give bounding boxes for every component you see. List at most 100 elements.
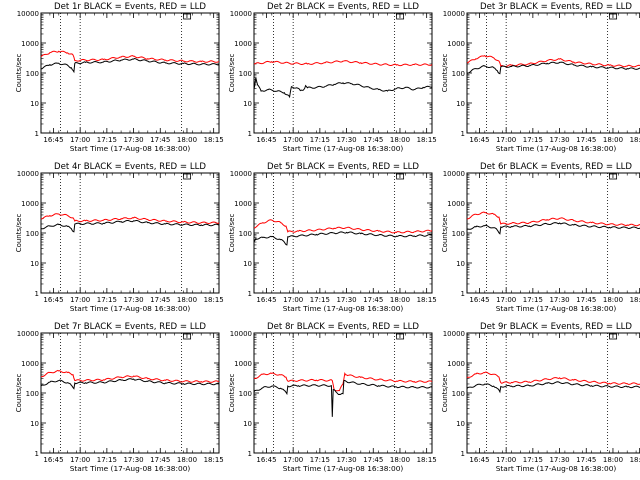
- x-tick-label: 17:15: [310, 296, 330, 304]
- x-tick-label: 18:00: [390, 456, 410, 464]
- x-tick-label: 18:15: [630, 456, 640, 464]
- chart-panel: Det 1r BLACK = Events, RED = LLD 1 10 100 10…: [15, 2, 224, 153]
- y-tick-label: 10000: [230, 330, 252, 338]
- y-tick-label: 1: [35, 290, 39, 298]
- x-tick-label: 17:45: [576, 136, 596, 144]
- lld-series-line: [253, 60, 433, 67]
- y-tick-label: 1: [461, 290, 465, 298]
- y-tick-label: 100: [26, 390, 39, 398]
- x-tick-label: 17:00: [70, 456, 90, 464]
- x-tick-label: 16:45: [469, 456, 489, 464]
- x-tick-label: 17:30: [549, 136, 569, 144]
- y-axis-label: Counts/sec: [441, 54, 449, 93]
- plot-frame: [40, 172, 220, 294]
- y-axis-label: Counts/sec: [15, 374, 23, 413]
- events-series-line: [466, 222, 640, 235]
- chart-title: Det 8r BLACK = Events, RED = LLD: [267, 322, 419, 332]
- y-axis-label: Counts/sec: [441, 374, 449, 413]
- chart-panel: Det 9r BLACK = Events, RED = LLD 1 10 100 10…: [441, 322, 640, 473]
- x-tick-label: 17:30: [123, 136, 143, 144]
- y-tick-label: 10: [456, 260, 465, 268]
- chart-panel: Det 6r BLACK = Events, RED = LLD 1 10 100 10…: [441, 162, 640, 313]
- x-tick-label: 17:30: [336, 296, 356, 304]
- x-tick-label: 17:45: [363, 296, 383, 304]
- y-tick-label: 1000: [21, 40, 39, 48]
- x-tick-label: 18:15: [204, 296, 224, 304]
- x-tick-label: 17:00: [283, 136, 303, 144]
- plot-frame: [466, 332, 640, 454]
- y-tick-label: 10: [30, 260, 39, 268]
- x-tick-label: 16:45: [256, 296, 276, 304]
- x-tick-label: 17:30: [549, 456, 569, 464]
- x-tick-label: 17:15: [523, 136, 543, 144]
- lld-series-line: [467, 54, 640, 68]
- x-axis-label: Start Time (17-Aug-08 16:38:00): [70, 144, 191, 153]
- events-series-line: [40, 57, 220, 74]
- x-tick-label: 17:15: [523, 296, 543, 304]
- events-series-line: [253, 77, 433, 99]
- chart-panel: Det 2r BLACK = Events, RED = LLD 1 10 100 10…: [228, 2, 437, 153]
- y-axis-label: Counts/sec: [228, 374, 236, 413]
- chart-title: Det 7r BLACK = Events, RED = LLD: [54, 322, 206, 332]
- chart-title: Det 5r BLACK = Events, RED = LLD: [267, 162, 419, 172]
- x-tick-label: 17:30: [549, 296, 569, 304]
- events-series-line: [466, 61, 640, 75]
- y-tick-label: 100: [239, 230, 252, 238]
- chart-title: Det 3r BLACK = Events, RED = LLD: [480, 2, 632, 12]
- plot-frame: [466, 172, 640, 294]
- y-tick-label: 100: [26, 70, 39, 78]
- lld-series-line: [253, 219, 433, 234]
- x-tick-label: 18:00: [177, 456, 197, 464]
- y-tick-label: 1: [461, 450, 465, 458]
- x-axis-label: Start Time (17-Aug-08 16:38:00): [283, 304, 404, 313]
- chart-panel: Det 7r BLACK = Events, RED = LLD 1 10 100 10…: [15, 322, 224, 473]
- lld-series-line: [253, 371, 433, 392]
- x-tick-label: 18:00: [603, 136, 623, 144]
- y-tick-label: 1000: [234, 40, 252, 48]
- x-tick-label: 18:00: [177, 296, 197, 304]
- x-axis-label: Start Time (17-Aug-08 16:38:00): [283, 464, 404, 473]
- y-tick-label: 10: [30, 420, 39, 428]
- x-axis-label: Start Time (17-Aug-08 16:38:00): [496, 144, 617, 153]
- y-tick-label: 10000: [17, 170, 39, 178]
- x-tick-label: 17:15: [310, 136, 330, 144]
- chart-title: Det 1r BLACK = Events, RED = LLD: [54, 2, 206, 12]
- x-tick-label: 18:15: [204, 456, 224, 464]
- y-tick-label: 100: [452, 70, 465, 78]
- y-tick-label: 1: [35, 450, 39, 458]
- x-tick-label: 18:15: [417, 136, 437, 144]
- x-tick-label: 17:45: [576, 456, 596, 464]
- x-tick-label: 17:30: [123, 456, 143, 464]
- y-tick-label: 1: [248, 450, 252, 458]
- x-axis-label: Start Time (17-Aug-08 16:38:00): [70, 464, 191, 473]
- y-tick-label: 1000: [21, 200, 39, 208]
- x-tick-label: 16:45: [256, 456, 276, 464]
- y-tick-label: 10: [456, 420, 465, 428]
- lld-series-line: [466, 211, 640, 227]
- y-tick-label: 1: [248, 290, 252, 298]
- x-tick-label: 17:00: [283, 296, 303, 304]
- chart-title: Det 9r BLACK = Events, RED = LLD: [480, 322, 632, 332]
- x-tick-label: 17:15: [523, 456, 543, 464]
- x-tick-label: 17:45: [150, 456, 170, 464]
- x-tick-label: 17:00: [283, 456, 303, 464]
- x-tick-label: 17:45: [363, 456, 383, 464]
- x-axis-label: Start Time (17-Aug-08 16:38:00): [283, 144, 404, 153]
- plot-frame: [253, 12, 433, 134]
- x-tick-label: 16:45: [43, 136, 63, 144]
- y-tick-label: 10: [456, 100, 465, 108]
- x-axis-label: Start Time (17-Aug-08 16:38:00): [70, 304, 191, 313]
- x-tick-label: 17:00: [496, 456, 516, 464]
- y-tick-label: 10: [243, 420, 252, 428]
- x-tick-label: 17:00: [496, 136, 516, 144]
- x-tick-label: 17:15: [97, 136, 117, 144]
- y-axis-label: Counts/sec: [15, 54, 23, 93]
- x-tick-label: 18:15: [630, 296, 640, 304]
- lld-series-line: [40, 213, 220, 225]
- y-tick-label: 100: [452, 390, 465, 398]
- chart-panel: Det 4r BLACK = Events, RED = LLD 1 10 100 10…: [15, 162, 224, 313]
- plot-frame: [466, 12, 640, 134]
- y-tick-label: 1000: [234, 360, 252, 368]
- x-tick-label: 17:45: [363, 136, 383, 144]
- events-series-line: [466, 381, 640, 394]
